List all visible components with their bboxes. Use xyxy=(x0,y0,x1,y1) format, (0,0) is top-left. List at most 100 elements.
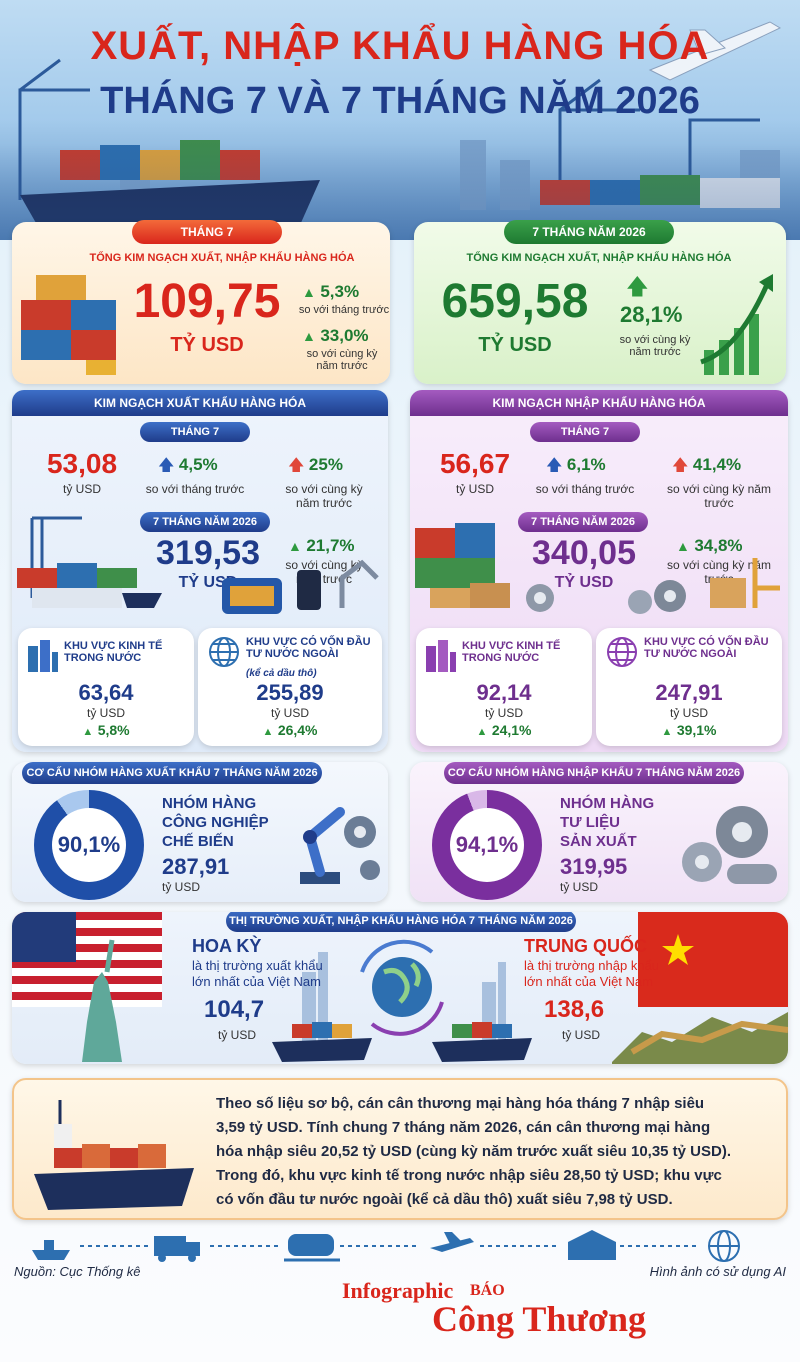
page-subtitle: THÁNG 7 VÀ 7 THÁNG NĂM 2026 xyxy=(100,80,700,122)
month-total-card: THÁNG 7 TỔNG KIM NGẠCH XUẤT, NHẬP KHẨU H… xyxy=(12,220,390,384)
import-group-value: 319,95 xyxy=(560,854,628,879)
ytd-total-caption: TỔNG KIM NGẠCH XUẤT, NHẬP KHẨU HÀNG HÓA xyxy=(466,252,732,264)
import-ytd-tag: 7 THÁNG NĂM 2026 xyxy=(518,512,648,532)
summary-line2: 3,59 tỷ USD. Tính chung 7 tháng năm 2026… xyxy=(216,1119,711,1136)
cargo-ship-icon xyxy=(34,1100,194,1210)
export-fdi-change: 26,4% xyxy=(277,722,318,738)
summary-text: Theo số liệu sơ bộ, cán cân thương mại h… xyxy=(216,1092,782,1212)
up-arrow-icon: ▲ xyxy=(288,538,302,554)
month-total-unit: TỶ USD xyxy=(170,334,244,356)
summary-line3: hóa nhập siêu 20,52 tỷ USD (cùng kỳ năm … xyxy=(216,1143,732,1160)
up-arrow-icon: 🡅 xyxy=(158,457,175,474)
import-mom: 6,1% xyxy=(566,455,606,474)
up-arrow-icon: 🡅 xyxy=(546,457,563,474)
import-domestic-unit: tỷ USD xyxy=(484,706,523,720)
export-domestic-card: KHU VỰC KINH TẾ TRONG NƯỚC 63,64 tỷ USD … xyxy=(18,628,194,746)
month-total-value: 109,75 xyxy=(133,275,281,328)
export-domestic-value: 63,64 xyxy=(78,680,134,705)
import-group-line1: NHÓM HÀNG xyxy=(560,795,655,812)
us-desc-line1: là thị trường xuất khẩu xyxy=(192,958,323,973)
gears-icon xyxy=(682,806,777,884)
export-panel: KIM NGẠCH XUẤT KHẨU HÀNG HÓA THÁNG 7 53,… xyxy=(12,390,388,752)
export-fdi-card: KHU VỰC CÓ VỐN ĐẦU TƯ NƯỚC NGOÀI (kể cả … xyxy=(198,628,382,746)
import-mom-note: so với tháng trước xyxy=(535,482,635,496)
import-ytd-value: 340,05 xyxy=(532,534,636,572)
up-arrow-icon: 🡅 xyxy=(288,457,305,474)
export-mom-note: so với tháng trước xyxy=(145,482,245,496)
export-month-value: 53,08 xyxy=(46,448,118,479)
import-share-donut: 94,1% xyxy=(432,790,542,900)
export-group-value: 287,91 xyxy=(162,854,230,879)
export-yoy: 25% xyxy=(308,455,343,474)
month-total-tag: THÁNG 7 xyxy=(132,220,282,244)
up-arrow-icon: ▲ xyxy=(661,726,673,738)
export-structure-card: CƠ CẤU NHÓM HÀNG XUẤT KHẨU 7 THÁNG NĂM 2… xyxy=(12,762,388,902)
import-domestic-label: KHU VỰC KINH TẾ TRONG NƯỚC xyxy=(462,640,561,664)
building-icon xyxy=(426,640,456,672)
import-month-unit: tỷ USD xyxy=(455,482,494,496)
export-fdi-value: 255,89 xyxy=(256,680,324,705)
transport-icons-row xyxy=(32,1230,740,1262)
brand-bao: BÁO xyxy=(470,1282,505,1299)
import-fdi-label: KHU VỰC CÓ VỐN ĐẦU TƯ NƯỚC NGOÀI xyxy=(644,636,769,660)
up-arrow-icon: ▲ xyxy=(82,726,94,738)
robot-arm-icon xyxy=(300,807,380,884)
export-ytd-tag: 7 THÁNG NĂM 2026 xyxy=(140,512,270,532)
cn-desc-line1: là thị trường nhập khẩu xyxy=(524,958,660,973)
brand-cong-thuong: Công Thương xyxy=(432,1299,646,1339)
summary-line1: Theo số liệu sơ bộ, cán cân thương mại h… xyxy=(216,1095,705,1112)
ai-note: Hình ảnh có sử dụng AI xyxy=(649,1264,786,1279)
up-arrow-icon: ▲ xyxy=(262,726,274,738)
container-stack-icon xyxy=(21,275,116,375)
page-title: XUẤT, NHẬP KHẨU HÀNG HÓA xyxy=(90,24,710,68)
export-domestic-change: 5,8% xyxy=(97,722,130,738)
import-fdi-change: 39,1% xyxy=(676,722,717,738)
import-month-value: 56,67 xyxy=(439,448,511,479)
globe-icon xyxy=(607,637,637,667)
import-group-line2: TƯ LIỆU xyxy=(560,814,620,831)
import-share-value: 94,1% xyxy=(450,808,524,882)
export-month-tag: THÁNG 7 xyxy=(140,422,250,442)
up-arrow-icon: ▲ xyxy=(676,538,690,554)
us-unit: tỷ USD xyxy=(218,1028,257,1042)
import-domestic-value: 92,14 xyxy=(476,680,532,705)
us-name: HOA KỲ xyxy=(192,936,262,956)
markets-card: THỊ TRƯỜNG XUẤT, NHẬP KHẨU HÀNG HÓA 7 TH… xyxy=(12,912,788,1064)
up-arrow-icon: 🡅 xyxy=(672,457,689,474)
import-month-tag: THÁNG 7 xyxy=(530,422,640,442)
import-panel: KIM NGẠCH NHẬP KHẨU HÀNG HÓA THÁNG 7 56,… xyxy=(410,390,788,752)
brand-infographic: Infographic xyxy=(342,1278,454,1303)
us-value: 104,7 xyxy=(204,996,265,1023)
export-mom: 4,5% xyxy=(178,455,218,474)
ytd-total-change-note: so với cùng kỳ năm trước xyxy=(619,334,691,358)
export-month-unit: tỷ USD xyxy=(62,482,101,496)
import-goods-illustration xyxy=(415,523,780,614)
import-structure-title: CƠ CẤU NHÓM HÀNG NHẬP KHẨU 7 THÁNG NĂM 2… xyxy=(444,762,744,784)
markets-title: THỊ TRƯỜNG XUẤT, NHẬP KHẨU HÀNG HÓA 7 TH… xyxy=(226,912,576,932)
export-ytd-value: 319,53 xyxy=(156,534,260,572)
month-total-caption: TỔNG KIM NGẠCH XUẤT, NHẬP KHẨU HÀNG HÓA xyxy=(89,252,355,264)
import-ytd-unit: TỶ USD xyxy=(554,574,614,591)
import-title: KIM NGẠCH NHẬP KHẨU HÀNG HÓA xyxy=(410,390,788,416)
import-domestic-change: 24,1% xyxy=(491,722,532,738)
cn-desc-line2: lớn nhất của Việt Nam xyxy=(524,974,653,989)
markets-illustration xyxy=(12,912,788,1064)
import-yoy-note: so với cùng kỳ năm trước xyxy=(667,482,771,510)
port-illustration xyxy=(18,21,782,230)
globe-icon xyxy=(209,637,239,667)
export-group-line2: CÔNG NGHIỆP xyxy=(162,814,269,831)
import-structure-card: CƠ CẤU NHÓM HÀNG NHẬP KHẨU 7 THÁNG NĂM 2… xyxy=(410,762,788,902)
export-structure-title: CƠ CẤU NHÓM HÀNG XUẤT KHẨU 7 THÁNG NĂM 2… xyxy=(22,762,322,784)
building-icon xyxy=(28,640,58,672)
up-arrow-icon: ▲ xyxy=(302,328,316,344)
month-total-change2-note: so với cùng kỳ năm trước xyxy=(306,348,378,372)
up-arrow-icon: ▲ xyxy=(476,726,488,738)
ship-icon xyxy=(32,1250,70,1260)
import-group-unit: tỷ USD xyxy=(560,880,599,894)
export-yoy-note: so với cùng kỳ năm trước xyxy=(285,482,363,510)
source-note: Nguồn: Cục Thống kê xyxy=(14,1264,141,1279)
month-total-change1: 5,3% xyxy=(320,282,360,301)
export-fdi-unit: tỷ USD xyxy=(270,706,309,720)
export-group-line3: CHẾ BIẾN xyxy=(162,833,234,850)
hero-banner xyxy=(0,0,800,240)
